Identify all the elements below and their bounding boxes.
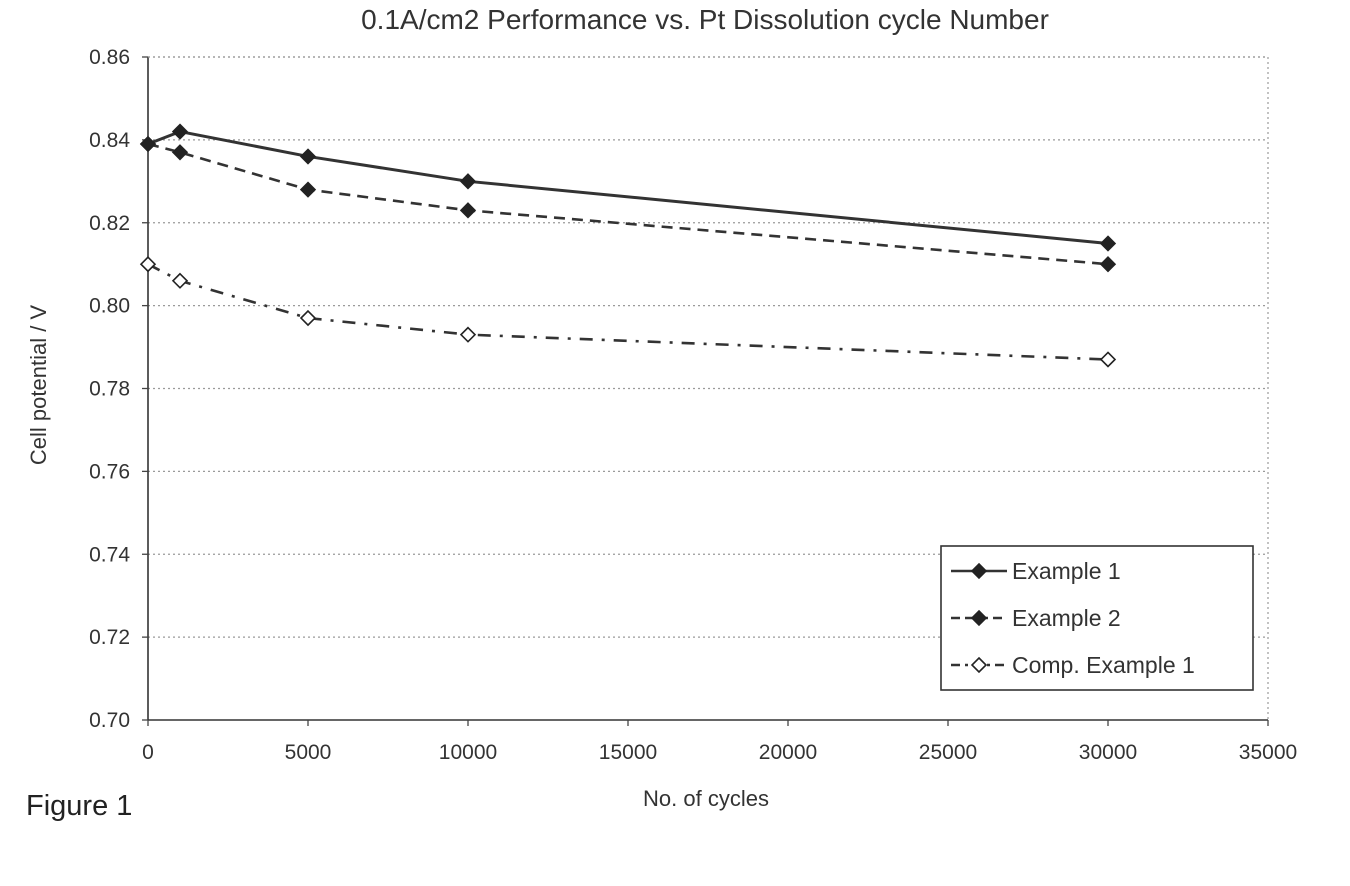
legend-label: Example 1 <box>1012 558 1121 584</box>
x-axis-ticks: 0 5000 10000 15000 20000 25000 30000 35000 <box>142 720 1297 764</box>
x-tick-label: 35000 <box>1239 741 1297 764</box>
y-tick-label: 0.80 <box>89 295 130 318</box>
legend-label: Comp. Example 1 <box>1012 652 1195 678</box>
data-point <box>299 309 317 327</box>
x-tick-label: 30000 <box>1079 741 1137 764</box>
y-axis-title: Cell potential / V <box>26 305 51 466</box>
data-point <box>459 202 477 219</box>
y-tick-label: 0.72 <box>89 626 130 649</box>
y-axis-ticks: 0.70 0.72 0.74 0.76 0.78 0.80 0.82 0.84 0.86 <box>89 46 148 732</box>
series-1 <box>139 123 1117 252</box>
series-3 <box>139 256 1117 368</box>
legend-marker <box>970 609 988 627</box>
y-tick-label: 0.84 <box>89 129 130 152</box>
y-tick-label: 0.70 <box>89 709 130 732</box>
x-axis-title: No. of cycles <box>643 786 769 811</box>
legend-marker <box>970 656 988 674</box>
x-tick-label: 0 <box>142 741 154 764</box>
y-tick-label: 0.76 <box>89 460 130 483</box>
x-tick-label: 10000 <box>439 741 497 764</box>
legend-marker <box>970 562 988 580</box>
y-tick-label: 0.86 <box>89 46 130 69</box>
data-point <box>459 326 477 343</box>
series-2 <box>139 135 1117 273</box>
series-line <box>147 130 1109 245</box>
legend-item: Example 1 <box>951 558 1121 584</box>
series-line <box>147 142 1109 266</box>
y-tick-label: 0.78 <box>89 378 130 401</box>
data-point <box>171 144 189 161</box>
data-point <box>139 135 157 153</box>
y-tick-label: 0.74 <box>89 543 130 566</box>
data-point <box>1099 256 1117 273</box>
legend-label: Example 2 <box>1012 605 1121 631</box>
figure-caption: Figure 1 <box>26 790 133 822</box>
data-point <box>299 181 317 198</box>
series-line <box>147 263 1109 361</box>
data-point <box>1099 351 1117 368</box>
x-tick-label: 20000 <box>759 741 817 764</box>
chart-title: 0.1A/cm2 Performance vs. Pt Dissolution … <box>361 4 1049 35</box>
data-point <box>171 272 189 289</box>
data-point <box>459 173 477 190</box>
data-point <box>171 123 189 140</box>
data-point <box>1099 235 1117 252</box>
legend: Example 1 Example 2 Comp. Example 1 <box>940 545 1254 691</box>
x-tick-label: 5000 <box>285 741 332 764</box>
x-tick-label: 15000 <box>599 741 657 764</box>
legend-item: Comp. Example 1 <box>951 652 1195 678</box>
series-group <box>139 123 1117 368</box>
data-point <box>139 256 157 273</box>
data-point <box>299 148 317 165</box>
x-tick-label: 25000 <box>919 741 977 764</box>
y-tick-label: 0.82 <box>89 212 130 235</box>
legend-item: Example 2 <box>951 605 1121 631</box>
